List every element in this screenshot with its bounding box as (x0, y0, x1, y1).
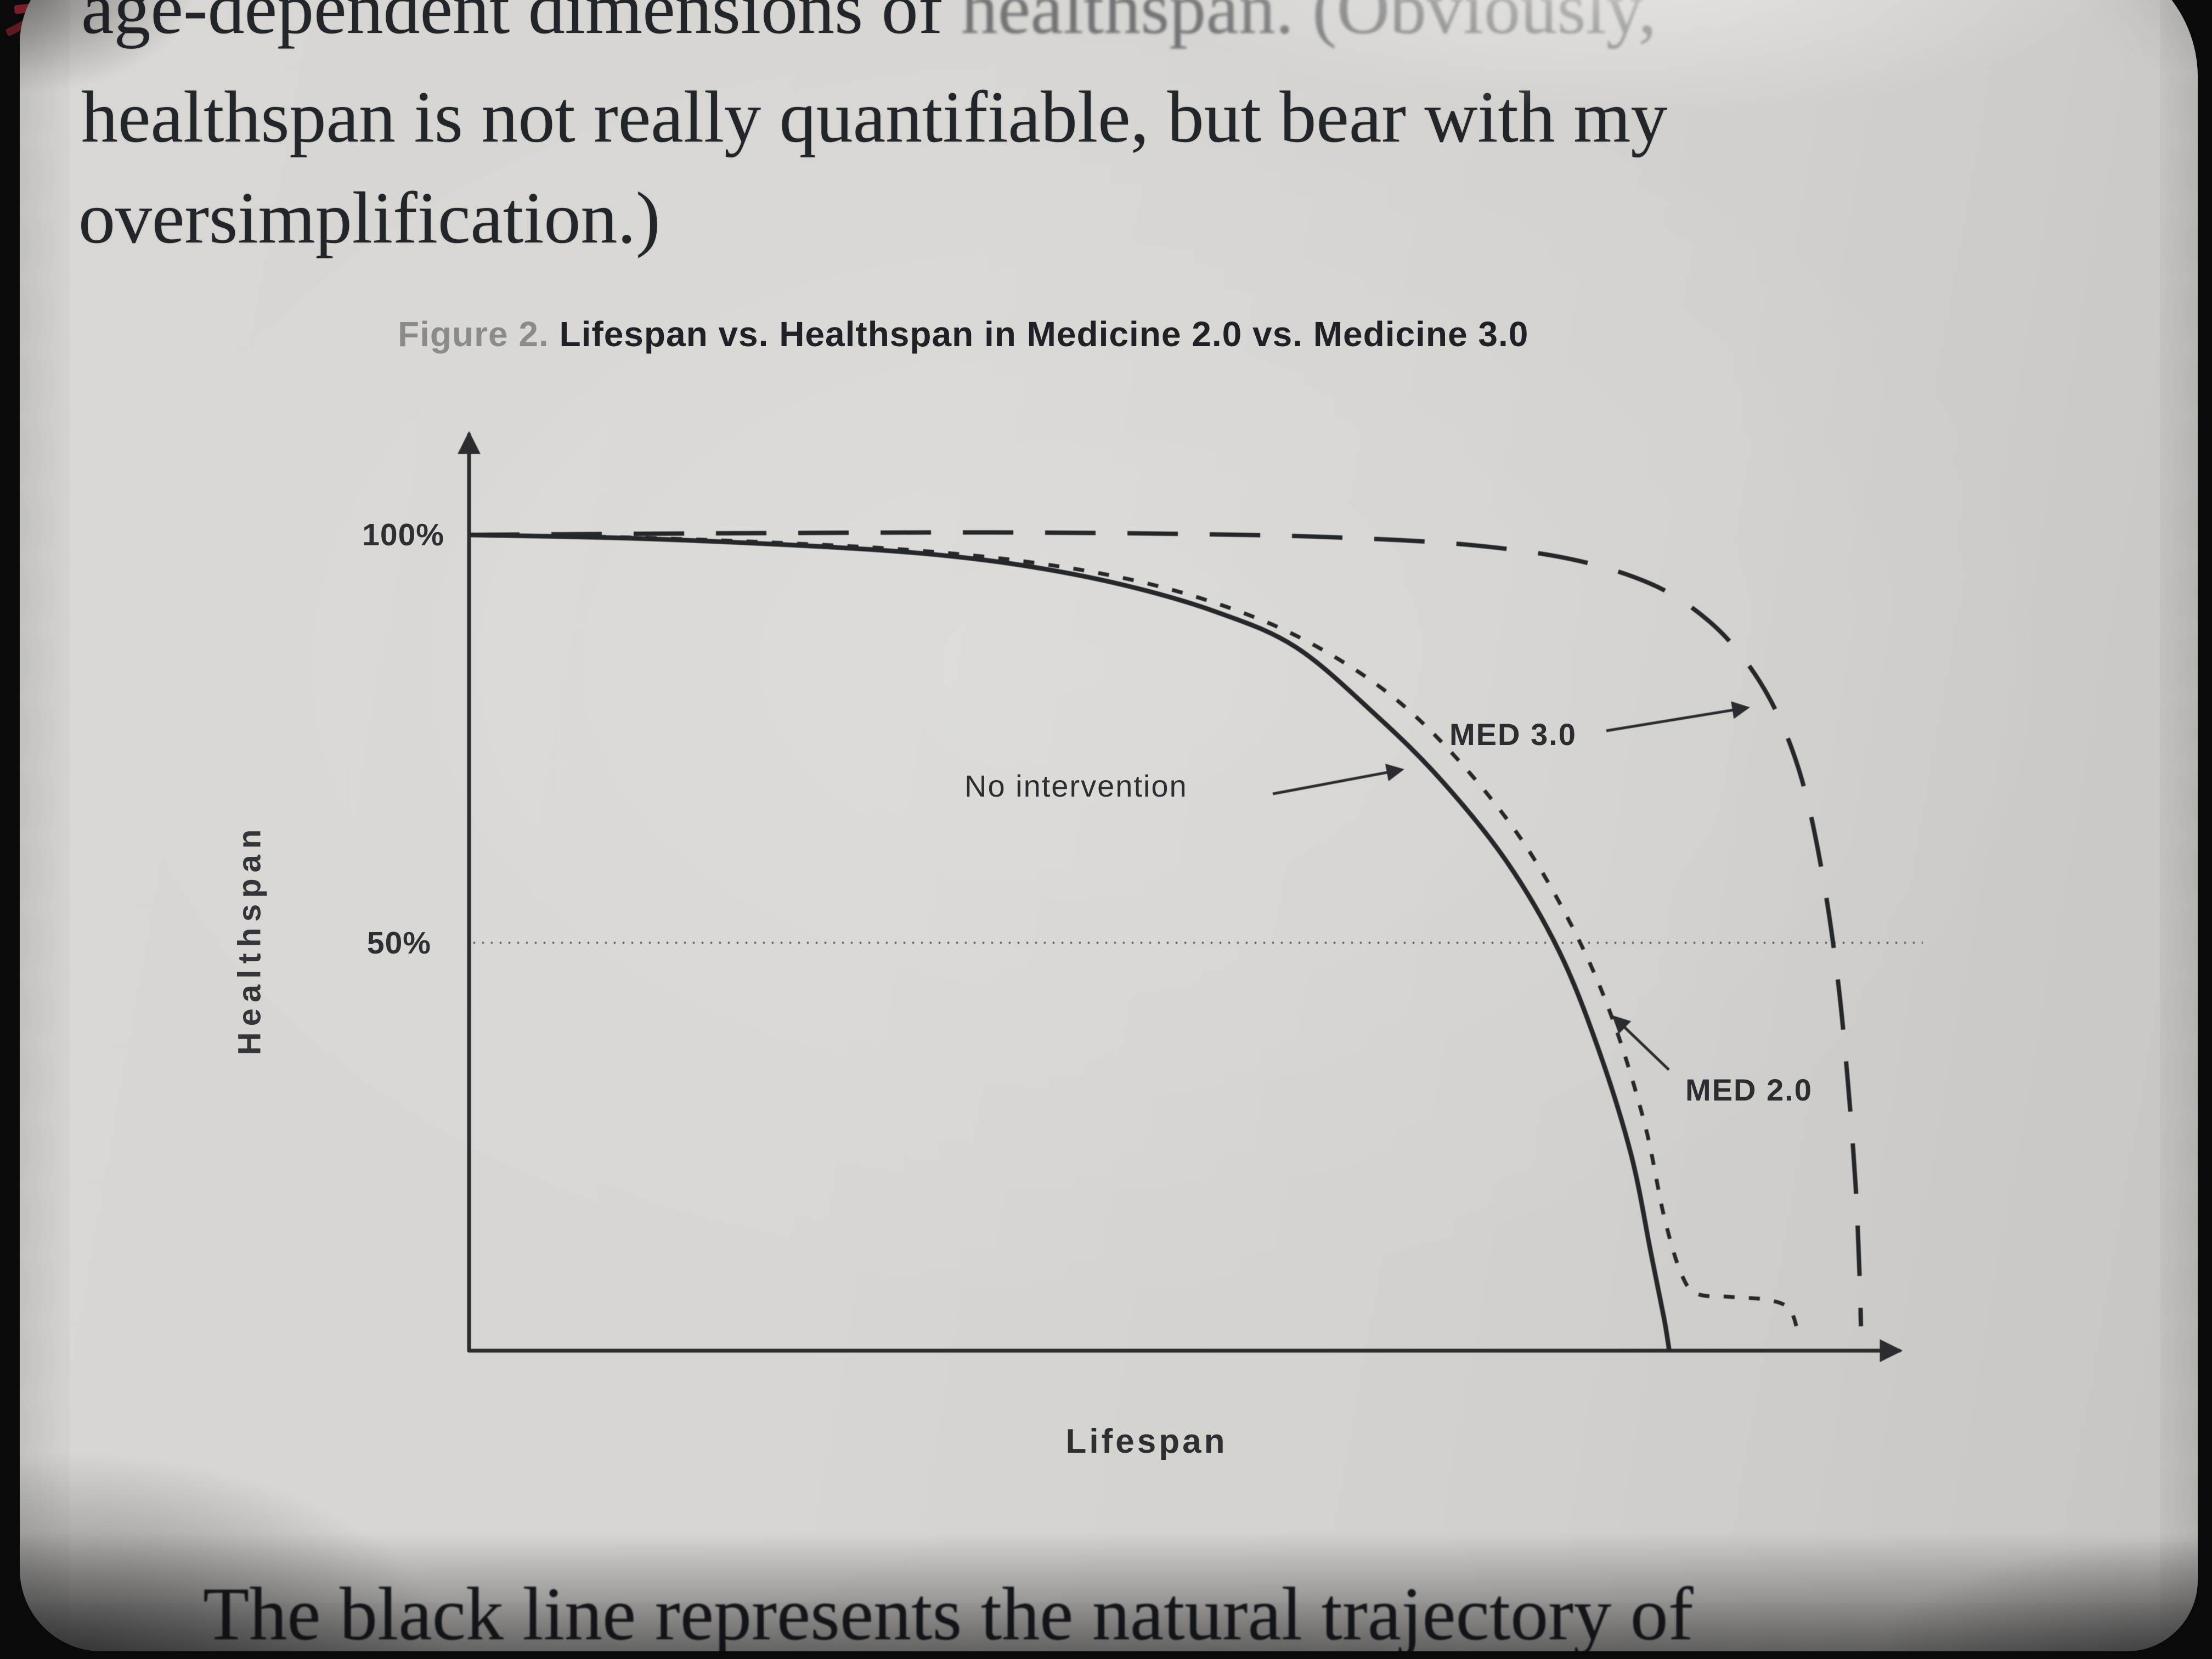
figure-caption-title: Lifespan vs. Healthspan in Medicine 2.0 … (549, 314, 1529, 354)
annotation-med-3: MED 3.0 (1449, 717, 1577, 752)
figure-caption-number: Figure 2. (398, 314, 549, 354)
med-3-arrow-icon (1606, 701, 1750, 732)
annotation-med-2: MED 2.0 (1685, 1073, 1813, 1107)
no-intervention-arrow-icon (1272, 764, 1404, 795)
x-axis-label: Lifespan (1065, 1423, 1228, 1460)
med-2-arrow-icon (1612, 1015, 1670, 1071)
paragraph-line-2: healthspan is not really quantifiable, b… (81, 76, 1668, 157)
paragraph-line-1-left: age-dependent dimensions of (81, 0, 961, 49)
figure-caption: Figure 2. Lifespan vs. Healthspan in Med… (398, 314, 1528, 354)
lifespan-healthspan-chart (458, 431, 1923, 1362)
y-tick-50: 50% (366, 926, 431, 961)
paragraph-line-1: age-dependent dimensions of healthspan. … (81, 0, 1657, 50)
paragraph-line-3: oversimplification.) (78, 177, 661, 258)
ereader-screen: age-dependent dimensions of healthspan. … (20, 0, 2198, 1651)
chart-curves (458, 431, 1923, 1362)
paragraph-line-1-right: healthspan. (Obviously, (961, 0, 1657, 49)
annotation-no-intervention: No intervention (964, 769, 1188, 803)
paragraph-bottom-line: The black line represents the natural tr… (203, 1572, 1694, 1651)
book-page: age-dependent dimensions of healthspan. … (20, 0, 2198, 1651)
y-tick-100: 100% (362, 517, 444, 552)
y-axis-label: Healthspan (232, 823, 268, 1056)
